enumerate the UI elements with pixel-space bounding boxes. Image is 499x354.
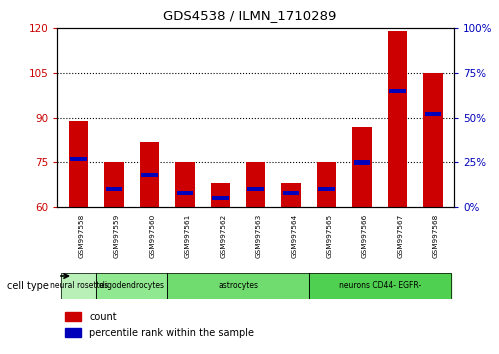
Bar	[212, 196, 229, 200]
Bar	[211, 183, 230, 207]
Bar	[354, 160, 370, 165]
Text: count: count	[89, 312, 117, 322]
Bar	[65, 329, 81, 337]
Bar	[106, 187, 122, 192]
Text: oligodendrocytes: oligodendrocytes	[99, 281, 165, 290]
Bar	[167, 273, 309, 299]
Bar	[141, 173, 158, 177]
Text: GSM997559: GSM997559	[114, 214, 120, 258]
Text: GSM997564: GSM997564	[291, 214, 297, 258]
Bar	[352, 127, 372, 207]
Text: neurons CD44- EGFR-: neurons CD44- EGFR-	[339, 281, 421, 290]
Bar	[175, 162, 195, 207]
Text: GSM997567: GSM997567	[397, 214, 403, 258]
Bar	[309, 273, 451, 299]
Bar	[388, 31, 407, 207]
Text: GSM997562: GSM997562	[221, 214, 227, 258]
Bar	[246, 162, 265, 207]
Text: percentile rank within the sample: percentile rank within the sample	[89, 328, 254, 338]
Bar	[177, 190, 193, 195]
Bar	[425, 112, 441, 116]
Text: GSM997560: GSM997560	[150, 214, 156, 258]
Bar	[96, 273, 167, 299]
Bar	[389, 88, 406, 93]
Text: astrocytes: astrocytes	[218, 281, 258, 290]
Text: GSM997563: GSM997563	[255, 214, 262, 258]
Bar	[104, 162, 124, 207]
Text: GSM997566: GSM997566	[362, 214, 368, 258]
Bar	[423, 73, 443, 207]
Text: cell type: cell type	[7, 281, 49, 291]
Text: GSM997558: GSM997558	[79, 214, 85, 258]
Text: neural rosettes: neural rosettes	[49, 281, 108, 290]
Text: GSM997565: GSM997565	[326, 214, 332, 258]
Bar	[140, 142, 159, 207]
Bar	[61, 273, 96, 299]
Text: GSM997568: GSM997568	[433, 214, 439, 258]
Text: GSM997561: GSM997561	[185, 214, 191, 258]
Bar	[318, 187, 335, 192]
Bar	[283, 190, 299, 195]
Bar	[65, 313, 81, 321]
Bar	[248, 187, 264, 192]
Bar	[70, 156, 87, 161]
Text: GDS4538 / ILMN_1710289: GDS4538 / ILMN_1710289	[163, 9, 336, 22]
Bar	[69, 121, 88, 207]
Bar	[281, 183, 301, 207]
Bar	[317, 162, 336, 207]
